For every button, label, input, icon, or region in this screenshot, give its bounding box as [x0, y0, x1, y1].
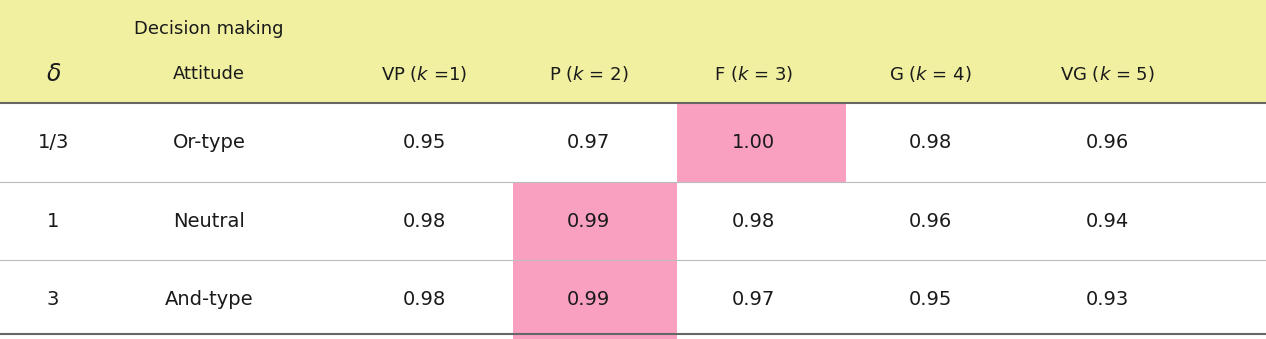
Bar — [513, 182, 677, 260]
Text: 0.99: 0.99 — [567, 212, 610, 231]
Text: 0.96: 0.96 — [909, 212, 952, 231]
Text: 0.99: 0.99 — [567, 290, 610, 309]
Text: Decision making: Decision making — [134, 20, 284, 38]
Bar — [513, 260, 677, 339]
Text: Or-type: Or-type — [172, 133, 246, 152]
Text: F ($k$ = 3): F ($k$ = 3) — [714, 64, 793, 84]
Text: 1.00: 1.00 — [732, 133, 775, 152]
Text: P ($k$ = 2): P ($k$ = 2) — [549, 64, 628, 84]
Bar — [0, 103, 1266, 339]
Text: 0.98: 0.98 — [403, 290, 446, 309]
Bar — [677, 103, 846, 182]
Text: 0.98: 0.98 — [732, 212, 775, 231]
Text: 1: 1 — [47, 212, 60, 231]
Text: Neutral: Neutral — [173, 212, 244, 231]
Text: 0.93: 0.93 — [1086, 290, 1129, 309]
Text: 0.96: 0.96 — [1086, 133, 1129, 152]
Text: G ($k$ = 4): G ($k$ = 4) — [889, 64, 972, 84]
Text: 0.95: 0.95 — [403, 133, 446, 152]
Text: 3: 3 — [47, 290, 60, 309]
Text: 0.98: 0.98 — [909, 133, 952, 152]
Text: VG ($k$ = 5): VG ($k$ = 5) — [1061, 64, 1155, 84]
Text: $\delta$: $\delta$ — [46, 62, 61, 85]
Text: And-type: And-type — [165, 290, 253, 309]
Text: 0.97: 0.97 — [732, 290, 775, 309]
Text: 0.95: 0.95 — [909, 290, 952, 309]
Text: 0.98: 0.98 — [403, 212, 446, 231]
Bar — [0, 0, 1266, 103]
Text: 0.97: 0.97 — [567, 133, 610, 152]
Text: VP ($k$ =1): VP ($k$ =1) — [381, 64, 467, 84]
Text: 1/3: 1/3 — [38, 133, 68, 152]
Text: Attitude: Attitude — [173, 65, 244, 83]
Text: 0.94: 0.94 — [1086, 212, 1129, 231]
